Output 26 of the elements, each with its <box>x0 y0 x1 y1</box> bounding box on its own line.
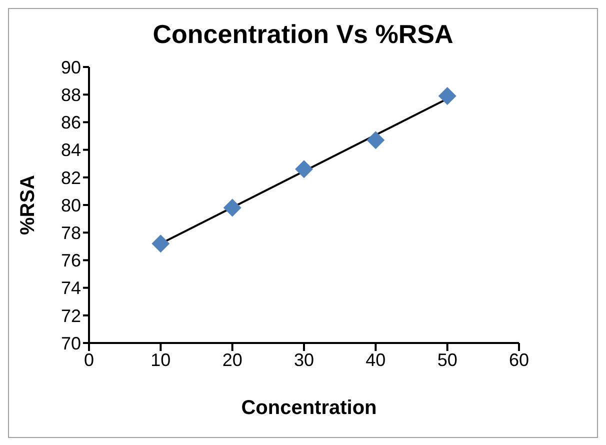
point <box>438 86 456 105</box>
y-tick-label: 76 <box>60 250 81 271</box>
chart-title: Concentration Vs %RSA <box>152 19 454 51</box>
x-tick-label: 40 <box>366 350 386 370</box>
y-tick-label: 86 <box>60 112 81 133</box>
y-tick-label: 70 <box>60 333 81 354</box>
point <box>152 234 170 253</box>
y-tick-label: 82 <box>60 168 81 188</box>
x-tick-label: 50 <box>437 350 458 370</box>
y-tick-label: 74 <box>60 278 81 298</box>
y-tick-label: 84 <box>60 140 81 160</box>
point <box>366 131 385 150</box>
point <box>223 198 242 217</box>
x-axis-title: Concentration <box>240 397 378 420</box>
x-tick-label: 10 <box>150 350 171 370</box>
x-tick-label: 60 <box>508 350 530 370</box>
point <box>295 160 313 178</box>
y-tick-label: 88 <box>60 84 81 105</box>
y-axis-title: %RSA <box>17 174 40 236</box>
y-tick-label: 90 <box>60 57 81 78</box>
x-tick-label: 30 <box>294 350 314 370</box>
x-tick-label: 20 <box>222 350 242 370</box>
y-tick-label: 72 <box>60 306 81 326</box>
x-tick-label: 0 <box>84 350 94 370</box>
y-tick-label: 78 <box>60 222 81 243</box>
y-tick-label: 80 <box>60 195 81 216</box>
